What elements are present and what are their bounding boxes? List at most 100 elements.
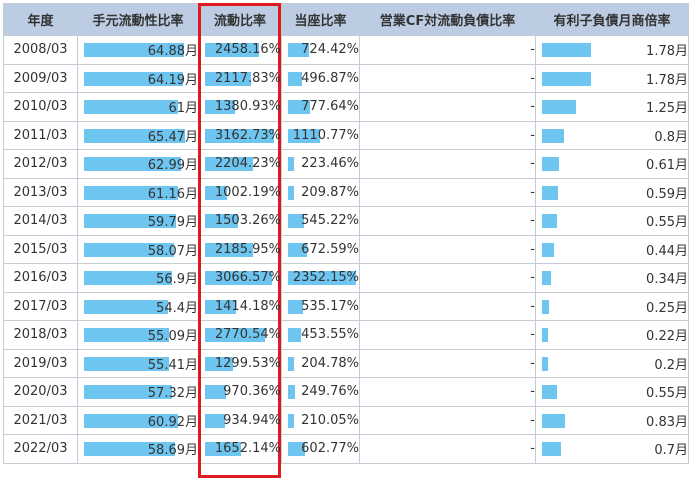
cell-quick-ratio-value: 453.55% bbox=[301, 327, 359, 343]
cell-quick-ratio-value: 602.77% bbox=[301, 441, 359, 457]
cell-debt-sales-ratio-value: 1.78月 bbox=[646, 44, 688, 60]
cell-current-ratio: 2117.83% bbox=[198, 63, 282, 93]
cell-current-ratio: 1002.19% bbox=[198, 177, 282, 207]
cell-quick-ratio: 602.77% bbox=[281, 434, 360, 464]
cell-current-ratio-bar bbox=[205, 71, 251, 86]
table-row: 2010/03 61月 1380.93% 777.64% - 1.25月 bbox=[3, 92, 689, 122]
cell-quick-ratio-value: 545.22% bbox=[301, 213, 359, 229]
cell-cf-liabilities-ratio: - bbox=[359, 63, 536, 93]
cell-quick-ratio: 453.55% bbox=[281, 320, 360, 350]
cell-quick-ratio-value: 210.05% bbox=[301, 412, 359, 428]
cell-current-ratio: 1503.26% bbox=[198, 206, 282, 236]
cell-debt-sales-ratio: 0.55月 bbox=[535, 206, 689, 236]
cell-liquidity-ratio-value: 57.32月 bbox=[147, 386, 198, 402]
cell-liquidity-ratio-value: 61月 bbox=[168, 101, 198, 117]
cell-current-ratio: 2185.95% bbox=[198, 234, 282, 264]
cell-liquidity-ratio: 55.41月 bbox=[77, 348, 199, 378]
cell-quick-ratio-bar bbox=[288, 413, 294, 428]
cell-current-ratio-value: 1002.19% bbox=[214, 184, 281, 200]
cell-cf-liabilities-ratio: - bbox=[359, 434, 536, 464]
table-row: 2012/03 62.99月 2204.23% 223.46% - 0.61月 bbox=[3, 149, 689, 179]
cell-quick-ratio-bar bbox=[288, 43, 309, 57]
cell-quick-ratio-bar bbox=[288, 442, 305, 456]
cell-quick-ratio-bar bbox=[288, 328, 301, 342]
table-row: 2009/03 64.19月 2117.83% 496.87% - 1.78月 bbox=[3, 63, 689, 93]
cell-liquidity-ratio-bar bbox=[84, 100, 178, 114]
cell-quick-ratio: 2352.15% bbox=[281, 263, 360, 293]
cell-quick-ratio-value: 496.87% bbox=[301, 70, 359, 86]
cell-quick-ratio-bar bbox=[288, 271, 356, 285]
cell-quick-ratio: 672.59% bbox=[281, 234, 360, 264]
cell-liquidity-ratio-bar bbox=[84, 157, 181, 171]
cell-year: 2011/03 bbox=[3, 120, 78, 150]
cell-liquidity-ratio-value: 65.47月 bbox=[147, 129, 198, 145]
cell-debt-sales-ratio: 0.2月 bbox=[535, 348, 689, 378]
header-quick-ratio: 当座比率 bbox=[281, 3, 360, 36]
cell-year: 2022/03 bbox=[3, 434, 78, 464]
cell-year: 2015/03 bbox=[3, 234, 78, 264]
header-row: 年度 手元流動性比率 流動比率 当座比率 営業CF対流動負債比率 有利子負債月商… bbox=[3, 3, 689, 36]
cell-current-ratio-value: 3066.57% bbox=[214, 270, 281, 286]
cell-liquidity-ratio: 57.32月 bbox=[77, 377, 199, 407]
cell-cf-liabilities-ratio: - bbox=[359, 348, 536, 378]
cell-liquidity-ratio-value: 55.09月 bbox=[147, 329, 198, 345]
cell-quick-ratio: 535.17% bbox=[281, 291, 360, 321]
cell-debt-sales-ratio-value: 0.2月 bbox=[654, 357, 688, 373]
cell-liquidity-ratio: 58.69月 bbox=[77, 434, 199, 464]
cell-current-ratio-value: 2185.95% bbox=[214, 241, 281, 257]
cell-liquidity-ratio-value: 60.92月 bbox=[147, 414, 198, 430]
cell-debt-sales-ratio: 0.7月 bbox=[535, 434, 689, 464]
cell-current-ratio-bar bbox=[205, 242, 253, 257]
cell-debt-sales-ratio-bar bbox=[542, 242, 554, 257]
cell-current-ratio-bar bbox=[205, 43, 259, 57]
cell-debt-sales-ratio: 0.44月 bbox=[535, 234, 689, 264]
cell-cf-liabilities-ratio: - bbox=[359, 291, 536, 321]
cell-year: 2017/03 bbox=[3, 291, 78, 321]
cell-liquidity-ratio-value: 62.99月 bbox=[147, 158, 198, 174]
cell-quick-ratio: 1110.77% bbox=[281, 120, 360, 150]
cell-cf-liabilities-ratio: - bbox=[359, 405, 536, 435]
cell-current-ratio-value: 2204.23% bbox=[214, 156, 281, 172]
cell-liquidity-ratio: 55.09月 bbox=[77, 320, 199, 350]
table-row: 2011/03 65.47月 3162.73% 1110.77% - 0.8月 bbox=[3, 120, 689, 150]
cell-liquidity-ratio-bar bbox=[84, 242, 174, 257]
cell-current-ratio-bar bbox=[205, 128, 274, 143]
cell-year: 2009/03 bbox=[3, 63, 78, 93]
cell-current-ratio: 2204.23% bbox=[198, 149, 282, 179]
cell-liquidity-ratio-value: 55.41月 bbox=[147, 357, 198, 373]
cell-liquidity-ratio: 62.99月 bbox=[77, 149, 199, 179]
table-body: 2008/03 64.88月 2458.16% 724.42% -1.78月 2009/0… bbox=[3, 35, 689, 464]
cell-current-ratio-value: 2770.54% bbox=[214, 327, 281, 343]
cell-debt-sales-ratio-bar bbox=[542, 185, 558, 200]
cell-cf-liabilities-ratio: - bbox=[359, 177, 536, 207]
cell-debt-sales-ratio: 0.22月 bbox=[535, 320, 689, 350]
cell-debt-sales-ratio: 0.83月 bbox=[535, 405, 689, 435]
table-row: 2017/03 54.4月 1414.18% 535.17% - 0.25月 bbox=[3, 291, 689, 321]
cell-current-ratio-value: 1503.26% bbox=[214, 213, 281, 229]
cell-liquidity-ratio-value: 61.16月 bbox=[147, 186, 198, 202]
table-row: 2018/03 55.09月 2770.54% 453.55% - 0.22月 bbox=[3, 320, 689, 350]
cell-debt-sales-ratio-value: 0.83月 bbox=[646, 414, 688, 430]
cell-cf-liabilities-ratio: - bbox=[359, 320, 536, 350]
cell-current-ratio-bar bbox=[205, 385, 226, 399]
header-year: 年度 bbox=[3, 3, 78, 36]
cell-liquidity-ratio: 56.9月 bbox=[77, 263, 199, 293]
cell-liquidity-ratio-value: 64.19月 bbox=[147, 72, 198, 88]
cell-debt-sales-ratio-value: 0.59月 bbox=[646, 186, 688, 202]
cell-current-ratio-value: 3162.73% bbox=[214, 127, 281, 143]
cell-debt-sales-ratio-value: 0.44月 bbox=[646, 243, 688, 259]
cell-debt-sales-ratio-bar bbox=[542, 100, 576, 114]
cell-year: 2013/03 bbox=[3, 177, 78, 207]
cell-current-ratio: 3162.73% bbox=[198, 120, 282, 150]
cell-year: 2019/03 bbox=[3, 348, 78, 378]
cell-year: 2012/03 bbox=[3, 149, 78, 179]
header-liquidity-ratio: 手元流動性比率 bbox=[77, 3, 199, 36]
cell-liquidity-ratio-value: 58.07月 bbox=[147, 243, 198, 259]
cell-cf-liabilities-ratio: - bbox=[359, 234, 536, 264]
cell-liquidity-ratio: 64.88月 bbox=[77, 35, 199, 65]
cell-cf-liabilities-ratio: - bbox=[359, 149, 536, 179]
cell-quick-ratio-value: 2352.15% bbox=[292, 270, 359, 286]
cell-quick-ratio-bar bbox=[288, 71, 302, 86]
cell-quick-ratio-value: 249.76% bbox=[301, 384, 359, 400]
cell-liquidity-ratio: 54.4月 bbox=[77, 291, 199, 321]
